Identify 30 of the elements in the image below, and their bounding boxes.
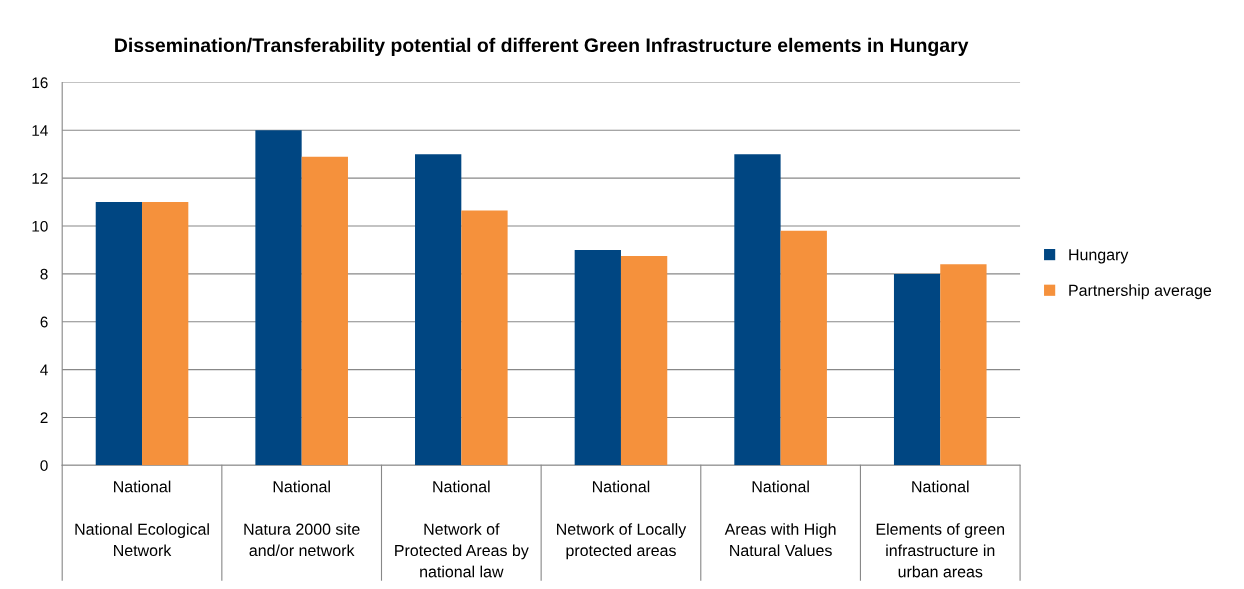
bar xyxy=(620,255,668,466)
category-label: National Network of Locally protected areas xyxy=(557,480,687,560)
category-label: National Network of Protected Areas by national law xyxy=(395,480,529,578)
legend-label: Hungary xyxy=(1069,249,1129,264)
bar xyxy=(780,230,827,466)
bar xyxy=(142,202,189,466)
category-label: National National Ecological Network xyxy=(75,480,209,557)
category-label: National Areas with High Natural Values xyxy=(724,480,836,557)
y-tick-label: 14 xyxy=(32,125,48,136)
bar xyxy=(415,154,462,466)
y-tick-label: 8 xyxy=(40,268,48,280)
bar xyxy=(301,156,348,466)
category-label: National Elements of green infrastructure in urban areas xyxy=(876,480,1005,578)
y-tick-label: 16 xyxy=(32,77,48,89)
y-tick-label: 4 xyxy=(40,364,48,376)
category-label: National Natura 2000 site and/or network xyxy=(244,480,360,557)
bar xyxy=(734,154,781,466)
bar xyxy=(461,210,508,466)
bar xyxy=(893,273,941,466)
legend-label: Partnership average xyxy=(1069,284,1212,300)
bar xyxy=(940,264,987,466)
bar xyxy=(95,202,143,466)
y-tick-label: 12 xyxy=(32,173,48,184)
y-tick-label: 6 xyxy=(40,316,48,328)
y-tick-label: 2 xyxy=(40,412,48,423)
bar xyxy=(574,249,621,466)
chart-title: Dissemination/Transferability potential of different Green Infrastructure elements in Hungary xyxy=(115,37,969,57)
y-tick-label: 0 xyxy=(40,460,48,471)
bar xyxy=(255,130,302,466)
y-tick-label: 10 xyxy=(32,220,48,232)
